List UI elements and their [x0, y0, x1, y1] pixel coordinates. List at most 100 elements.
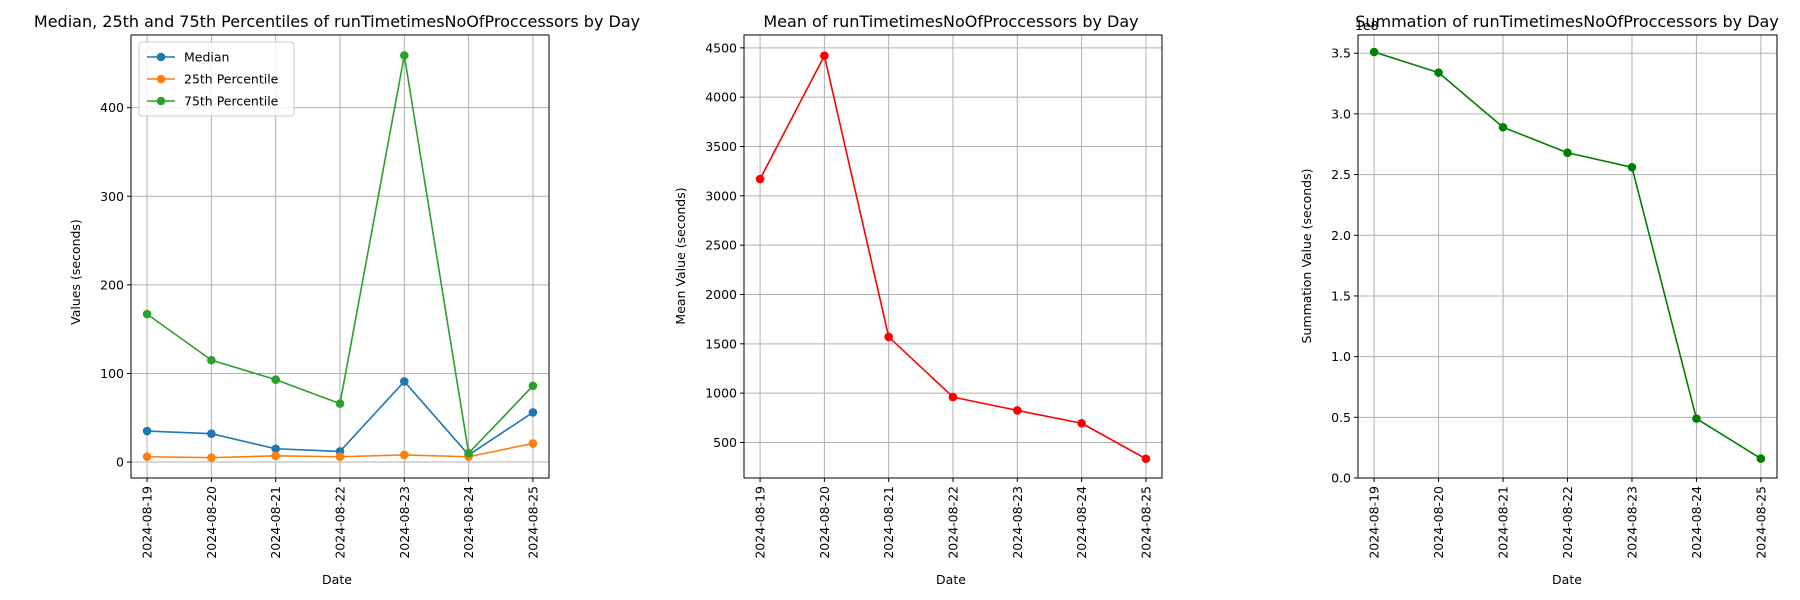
chart-1-legend-swatch-marker — [156, 74, 166, 84]
chart-2-title: Mean of runTimetimesNoOfProccessors by D… — [763, 12, 1138, 31]
chart-1-ylabel: Values (seconds) — [68, 219, 83, 325]
chart-1-series-3-point — [464, 448, 473, 458]
chart-1-series-3-point — [271, 375, 280, 384]
chart-1-legend-label: 75th Percentile — [184, 94, 279, 109]
chart-3-ytick-label: 1.5 — [1331, 288, 1351, 303]
chart-3-xlabel: Date — [1552, 572, 1582, 587]
chart-3-xtick-label: 2024-08-25 — [1753, 486, 1768, 559]
chart-3-series-1-point — [1627, 162, 1637, 172]
chart-2-ytick-label: 4000 — [705, 90, 737, 105]
chart-1-xtick-label: 2024-08-22 — [333, 486, 348, 559]
chart-1-series-3-point — [335, 399, 345, 408]
chart-1-series-2-point — [207, 453, 216, 462]
chart-1-title: Median, 25th and 75th Percentiles of run… — [34, 12, 640, 31]
chart-1-series-1-point — [142, 426, 152, 436]
chart-1-series-2-point — [142, 452, 152, 462]
chart-2-xtick-label: 2024-08-23 — [1010, 486, 1025, 559]
chart-2-xtick-label: 2024-08-22 — [946, 486, 961, 559]
chart-3-xtick-label: 2024-08-21 — [1496, 486, 1511, 559]
chart-3-xtick-label: 2024-08-22 — [1560, 486, 1575, 559]
chart-1-legend-label: 25th Percentile — [184, 72, 279, 87]
chart-1-series-3-point — [207, 355, 216, 365]
chart-1-plot-area: 0 100 200 300 400 2024-08-19 2024-08-20 2024-08… — [100, 34, 550, 559]
chart-2-series-1-point — [1141, 454, 1151, 464]
chart-1-series-2-point — [528, 439, 538, 448]
chart-3-series-1-point — [1756, 454, 1766, 463]
chart-2-xtick-label: 2024-08-24 — [1074, 486, 1089, 559]
chart-1-legend-swatch-marker — [156, 96, 166, 106]
chart-1-series-3-point — [142, 309, 152, 319]
chart-1-series-1-point — [400, 377, 409, 386]
chart-2-series-1-point — [1077, 418, 1086, 428]
chart-2-series-1-point — [1013, 406, 1022, 415]
chart-2-ytick-label: 1500 — [705, 336, 737, 351]
chart-1-legend-label: Median — [184, 50, 229, 65]
chart-1-xtick-label: 2024-08-19 — [140, 486, 155, 559]
chart-1-xtick-label: 2024-08-23 — [397, 486, 412, 559]
chart-3-ytick-label: 3.0 — [1331, 106, 1351, 121]
chart-1-series-1-point — [528, 408, 538, 417]
chart-1-legend-box — [138, 41, 295, 117]
chart-3-xtick-label: 2024-08-23 — [1624, 486, 1639, 559]
chart-3-ytick-label: 0.5 — [1331, 410, 1351, 425]
chart-3-title: Summation of runTimetimesNoOfProccessors… — [1355, 12, 1779, 31]
chart-3-series-1-point — [1369, 47, 1379, 57]
chart-2-series-1-point — [884, 332, 893, 342]
chart-1-ytick-label: 200 — [100, 277, 124, 292]
chart-1-xtick-label: 2024-08-21 — [268, 486, 283, 559]
chart-3-series-1-point — [1434, 68, 1443, 77]
chart-2-ytick-label: 4500 — [705, 40, 737, 55]
chart-1-ytick-label: 0 — [116, 455, 124, 470]
chart-3-ytick-label: 1.0 — [1331, 349, 1351, 364]
chart-3-ytick-label: 2.0 — [1331, 228, 1351, 243]
chart-1-series-3-point — [400, 51, 409, 60]
chart-2-series-1-point — [948, 392, 958, 402]
chart-1-xlabel: Date — [322, 572, 352, 587]
chart-3-series-1-point — [1498, 122, 1508, 132]
chart-2-xtick-label: 2024-08-21 — [881, 486, 896, 559]
chart-2-xtick-label: 2024-08-25 — [1138, 486, 1153, 559]
chart-mean: Mean of runTimetimesNoOfProccessors by D… — [673, 12, 1163, 587]
chart-3-series-1-point — [1692, 414, 1701, 423]
chart-3-ytick-label: 0.0 — [1331, 471, 1351, 486]
chart-1-series-1-point — [207, 429, 216, 439]
chart-percentiles: Median, 25th and 75th Percentiles of run… — [34, 12, 640, 587]
chart-2-ytick-label: 3000 — [705, 188, 737, 203]
chart-1-series-2-point — [400, 450, 409, 460]
chart-1-ytick-label: 400 — [100, 100, 124, 115]
chart-3-xtick-label: 2024-08-24 — [1689, 486, 1704, 559]
chart-2-xlabel: Date — [936, 572, 966, 587]
chart-2-series-1-point — [820, 51, 829, 61]
chart-2-series-1-point — [755, 174, 765, 184]
chart-1-legend: Median 25th Percentile 75th Percentile — [138, 41, 295, 117]
chart-2-xtick-label: 2024-08-20 — [817, 486, 832, 559]
chart-3-plot-area: 0.0 0.5 1.0 1.5 2.0 2.5 3.0 3.5 2024-08-19 2024-0… — [1331, 34, 1778, 559]
chart-1-xtick-label: 2024-08-24 — [461, 486, 476, 559]
chart-1-series-2-point — [335, 452, 345, 462]
chart-1-legend-swatch-marker — [156, 52, 166, 62]
chart-2-plot-area: 500 1000 1500 2000 2500 3000 3500 4000 4500 2024-… — [705, 34, 1163, 559]
chart-1-xtick-label: 2024-08-25 — [525, 486, 540, 559]
chart-2-ytick-label: 1000 — [705, 386, 737, 401]
chart-3-ylabel: Summation Value (seconds) — [1299, 169, 1314, 344]
chart-3-xtick-label: 2024-08-20 — [1431, 486, 1446, 559]
chart-3-axes-frame — [1357, 34, 1778, 479]
chart-summation: Summation of runTimetimesNoOfProccessors… — [1299, 12, 1779, 587]
chart-1-axes-frame — [130, 34, 550, 479]
chart-1-series-3-point — [528, 381, 538, 391]
chart-3-series-1-point — [1563, 148, 1572, 158]
chart-2-axes-frame — [743, 34, 1163, 479]
chart-1-xtick-label: 2024-08-20 — [204, 486, 219, 559]
chart-2-xtick-label: 2024-08-19 — [753, 486, 768, 559]
chart-3-xtick-label: 2024-08-19 — [1367, 486, 1382, 559]
chart-2-ytick-label: 2000 — [705, 287, 737, 302]
chart-1-ytick-label: 100 — [100, 366, 124, 381]
chart-2-ytick-label: 2500 — [705, 238, 737, 253]
chart-1-series-2-point — [271, 451, 280, 461]
chart-2-ylabel: Mean Value (seconds) — [673, 187, 688, 324]
chart-3-ytick-label: 2.5 — [1331, 167, 1351, 182]
chart-2-ytick-label: 500 — [713, 435, 737, 450]
chart-1-ytick-label: 300 — [100, 189, 124, 204]
